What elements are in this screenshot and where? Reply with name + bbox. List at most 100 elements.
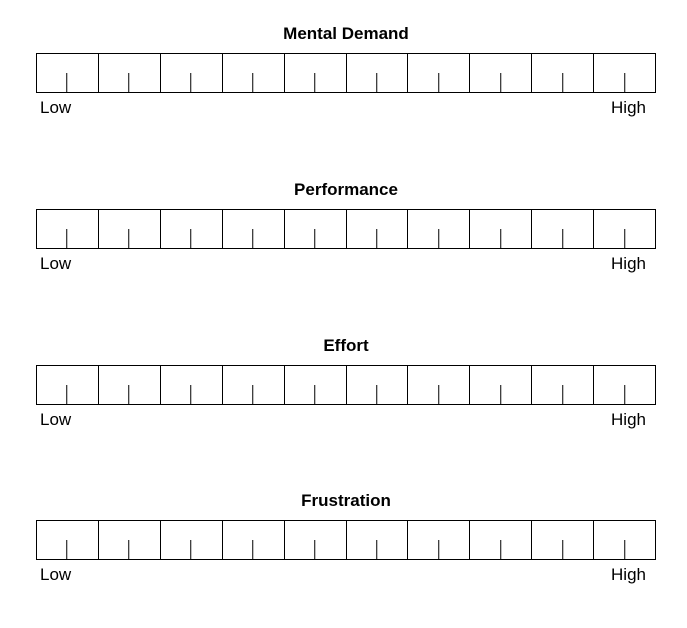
rating-cell[interactable] xyxy=(532,521,595,559)
midpoint-tick xyxy=(561,540,563,559)
midpoint-tick xyxy=(66,385,68,404)
rating-cell[interactable] xyxy=(161,366,223,404)
rating-cell[interactable] xyxy=(532,210,595,248)
rating-cell[interactable] xyxy=(408,54,471,92)
rating-cell[interactable] xyxy=(470,210,533,248)
midpoint-tick xyxy=(376,73,378,92)
midpoint-tick xyxy=(500,540,502,559)
rating-cell[interactable] xyxy=(594,521,655,559)
midpoint-tick xyxy=(438,229,440,248)
rating-cell[interactable] xyxy=(223,210,285,248)
midpoint-tick xyxy=(66,73,68,92)
rating-cell[interactable] xyxy=(594,210,655,248)
rating-cell[interactable] xyxy=(470,521,533,559)
midpoint-tick xyxy=(314,229,316,248)
midpoint-tick xyxy=(66,229,68,248)
high-label: High xyxy=(611,254,646,273)
midpoint-tick xyxy=(252,385,254,404)
low-label: Low xyxy=(40,565,72,584)
rating-cell[interactable] xyxy=(161,210,223,248)
midpoint-tick xyxy=(190,73,192,92)
rating-cell[interactable] xyxy=(99,210,161,248)
midpoint-tick xyxy=(252,73,254,92)
high-label: High xyxy=(611,410,646,429)
midpoint-tick xyxy=(314,73,316,92)
midpoint-tick xyxy=(190,540,192,559)
rating-cell[interactable] xyxy=(285,210,347,248)
rating-cell[interactable] xyxy=(223,366,285,404)
rating-cell[interactable] xyxy=(347,210,409,248)
midpoint-tick xyxy=(252,229,254,248)
midpoint-tick xyxy=(623,229,625,248)
midpoint-tick xyxy=(561,385,563,404)
midpoint-tick xyxy=(376,385,378,404)
midpoint-tick xyxy=(438,540,440,559)
scale-title: Performance xyxy=(294,180,398,199)
rating-cell[interactable] xyxy=(408,366,471,404)
midpoint-tick xyxy=(438,73,440,92)
scale-title: Frustration xyxy=(301,491,391,510)
midpoint-tick xyxy=(314,540,316,559)
rating-cell[interactable] xyxy=(594,366,655,404)
rating-cell[interactable] xyxy=(408,210,471,248)
rating-cell[interactable] xyxy=(347,521,409,559)
rating-cell[interactable] xyxy=(285,54,347,92)
midpoint-tick xyxy=(561,229,563,248)
rating-cell[interactable] xyxy=(161,54,223,92)
midpoint-tick xyxy=(314,385,316,404)
rating-cell[interactable] xyxy=(37,521,99,559)
mental-demand-scale: Mental Demand Low High xyxy=(0,24,687,144)
rating-cell[interactable] xyxy=(285,366,347,404)
rating-cell[interactable] xyxy=(223,54,285,92)
rating-cell[interactable] xyxy=(532,54,595,92)
midpoint-tick xyxy=(128,73,130,92)
rating-bar[interactable] xyxy=(36,365,656,405)
high-label: High xyxy=(611,98,646,117)
rating-cell[interactable] xyxy=(408,521,471,559)
rating-cell[interactable] xyxy=(285,521,347,559)
rating-bar[interactable] xyxy=(36,53,656,93)
effort-scale: Effort Low High xyxy=(0,336,687,456)
low-label: Low xyxy=(40,98,72,117)
low-label: Low xyxy=(40,254,72,273)
midpoint-tick xyxy=(128,385,130,404)
midpoint-tick xyxy=(190,385,192,404)
frustration-scale: Frustration Low High xyxy=(0,491,687,611)
midpoint-tick xyxy=(128,229,130,248)
rating-cell[interactable] xyxy=(37,366,99,404)
midpoint-tick xyxy=(128,540,130,559)
midpoint-tick xyxy=(66,540,68,559)
rating-cell[interactable] xyxy=(470,366,533,404)
midpoint-tick xyxy=(623,73,625,92)
rating-cell[interactable] xyxy=(223,521,285,559)
midpoint-tick xyxy=(500,229,502,248)
performance-scale: Performance Low High xyxy=(0,180,687,300)
rating-cell[interactable] xyxy=(594,54,655,92)
rating-cell[interactable] xyxy=(37,210,99,248)
rating-bar[interactable] xyxy=(36,520,656,560)
rating-cell[interactable] xyxy=(99,366,161,404)
midpoint-tick xyxy=(376,540,378,559)
rating-cell[interactable] xyxy=(161,521,223,559)
high-label: High xyxy=(611,565,646,584)
midpoint-tick xyxy=(500,73,502,92)
rating-bar[interactable] xyxy=(36,209,656,249)
midpoint-tick xyxy=(500,385,502,404)
low-label: Low xyxy=(40,410,72,429)
midpoint-tick xyxy=(252,540,254,559)
scale-title: Mental Demand xyxy=(283,24,409,43)
rating-cell[interactable] xyxy=(532,366,595,404)
midpoint-tick xyxy=(190,229,192,248)
rating-cell[interactable] xyxy=(470,54,533,92)
midpoint-tick xyxy=(376,229,378,248)
rating-cell[interactable] xyxy=(37,54,99,92)
rating-cell[interactable] xyxy=(99,54,161,92)
rating-cell[interactable] xyxy=(347,54,409,92)
scale-title: Effort xyxy=(323,336,369,355)
midpoint-tick xyxy=(623,385,625,404)
rating-cell[interactable] xyxy=(347,366,409,404)
rating-cell[interactable] xyxy=(99,521,161,559)
midpoint-tick xyxy=(438,385,440,404)
midpoint-tick xyxy=(561,73,563,92)
midpoint-tick xyxy=(623,540,625,559)
